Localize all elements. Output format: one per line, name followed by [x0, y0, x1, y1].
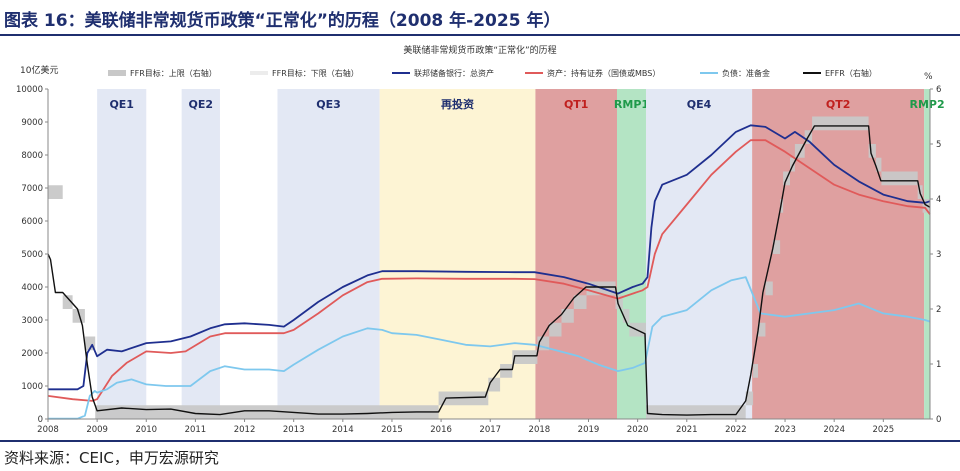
x-tick-label-14: 2022: [725, 425, 747, 435]
period-label-3: 再投资: [441, 97, 474, 111]
x-tick-label-1: 2009: [86, 425, 108, 435]
series-line-3: [47, 125, 931, 416]
y-right-tick-label-0: 0: [936, 415, 941, 425]
x-tick-label-5: 2013: [283, 425, 305, 435]
y-right-tick-label-6: 6: [936, 85, 941, 95]
period-label-1: QE2: [189, 98, 214, 111]
y-axis-right-label: %: [924, 72, 933, 82]
x-tick-label-2: 2010: [135, 425, 157, 435]
x-tick-label-12: 2020: [627, 425, 649, 435]
y-axis-left-label: 10亿美元: [20, 64, 58, 76]
x-tick-label-0: 2008: [37, 425, 59, 435]
period-label-4: QT1: [564, 98, 589, 111]
y-left-tick-label-4: 4000: [21, 283, 43, 293]
y-left-tick-label-5: 5000: [21, 250, 43, 260]
y-left-tick-label-2: 2000: [21, 349, 43, 359]
series-line-2: [48, 276, 931, 420]
period-band-7: [752, 89, 925, 419]
period-label-8: RMP2: [909, 98, 944, 111]
legend-label-3: 资产：持有证券（国债或MBS）: [547, 68, 660, 78]
period-label-6: QE4: [687, 98, 712, 111]
source-note: 资料来源：CEIC，申万宏源研究: [4, 449, 219, 467]
y-left-tick-label-8: 8000: [21, 151, 43, 161]
legend-swatch-0: [108, 70, 126, 76]
period-band-0: [97, 89, 147, 419]
x-tick-label-11: 2019: [578, 425, 600, 435]
period-label-0: QE1: [109, 98, 134, 111]
legend-swatch-1: [250, 71, 268, 75]
legend-label-4: 负债：准备金: [722, 68, 770, 78]
series-line-0: [48, 124, 931, 391]
y-right-tick-label-5: 5: [936, 140, 941, 150]
period-band-2: [277, 89, 380, 419]
period-band-8: [924, 89, 930, 419]
legend-label-5: EFFR（右轴）: [825, 68, 877, 78]
y-right-tick-label-3: 3: [936, 250, 941, 260]
x-tick-label-13: 2021: [676, 425, 698, 435]
y-left-tick-label-10: 10000: [16, 85, 43, 95]
chart-axes: 2008 2009 2010 2011 2012 2013 2014 2015 2016 2017…: [16, 85, 941, 435]
y-left-tick-label-9: 9000: [21, 118, 43, 128]
chart-series: [47, 116, 931, 420]
x-tick-label-15: 2023: [774, 425, 796, 435]
x-tick-label-7: 2015: [381, 425, 403, 435]
title-rule: [0, 34, 960, 36]
y-right-tick-label-1: 1: [936, 360, 941, 370]
y-left-tick-label-1: 1000: [21, 382, 43, 392]
legend-label-1: FFR目标：下限（右轴）: [272, 68, 359, 78]
policy-periods: QE1 QE2 QE3 再投资 QT1 RMP1 QE4 QT2 RMP2: [97, 89, 945, 419]
y-left-tick-label-6: 6000: [21, 217, 43, 227]
x-tick-label-6: 2014: [332, 425, 354, 435]
source-rule: [0, 440, 960, 442]
y-right-tick-label-2: 2: [936, 305, 941, 315]
x-tick-label-9: 2017: [479, 425, 501, 435]
y-left-tick-label-3: 3000: [21, 316, 43, 326]
period-band-1: [181, 89, 220, 419]
x-tick-label-3: 2011: [185, 425, 207, 435]
period-band-6: [645, 89, 753, 419]
chart-title: 美联储非常规货币政策“正常化”的历程: [403, 44, 556, 56]
period-band-4: [535, 89, 618, 419]
legend-label-2: 联邦储备银行：总资产: [414, 68, 494, 78]
x-tick-label-4: 2012: [234, 425, 256, 435]
y-left-tick-label-0: 0: [38, 415, 43, 425]
x-tick-label-8: 2016: [430, 425, 452, 435]
legend-label-0: FFR目标：上限（右轴）: [130, 68, 217, 78]
chart-legend: FFR目标：上限（右轴） FFR目标：下限（右轴） 联邦储备银行：总资产 资产：持有证…: [108, 68, 877, 78]
x-tick-label-17: 2025: [873, 425, 895, 435]
fed-balance-sheet-chart: QE1 QE2 QE3 再投资 QT1 RMP1 QE4 QT2 RMP2 2008 2009 20…: [16, 44, 945, 435]
y-right-tick-label-4: 4: [936, 195, 941, 205]
period-label-5: RMP1: [614, 98, 649, 111]
period-label-7: QT2: [826, 98, 851, 111]
series-line-1: [47, 139, 931, 402]
figure-title: 图表 16：美联储非常规货币政策“正常化”的历程（2008 年-2025 年）: [4, 11, 561, 31]
x-tick-label-16: 2024: [823, 425, 845, 435]
y-left-tick-label-7: 7000: [21, 184, 43, 194]
x-tick-label-10: 2018: [529, 425, 551, 435]
period-label-2: QE3: [316, 98, 341, 111]
